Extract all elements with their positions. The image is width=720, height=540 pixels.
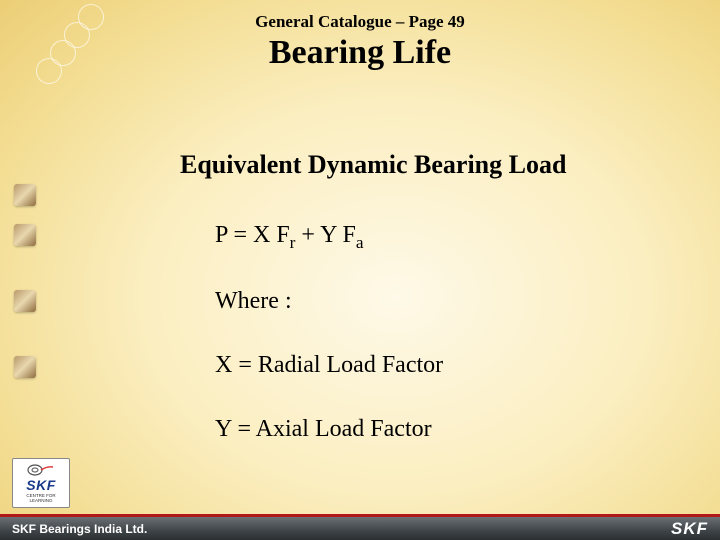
where-label: Where :	[215, 288, 292, 315]
badge-logo-text: SKF	[26, 477, 56, 493]
formula-text: P = X F	[215, 222, 290, 248]
bearing-icon	[27, 463, 55, 477]
skf-badge: SKF CENTRE FOR LEARNING	[12, 458, 70, 508]
bullet-square	[14, 184, 36, 206]
page-reference: General Catalogue – Page 49	[0, 12, 720, 32]
formula-line: P = X Fr + Y Fa	[215, 222, 364, 253]
footer-brand: SKF	[671, 519, 708, 539]
footer-company: SKF Bearings India Ltd.	[12, 522, 147, 536]
footer-bar: SKF Bearings India Ltd. SKF	[0, 514, 720, 540]
bullet-square	[14, 356, 36, 378]
formula-text: + Y F	[295, 222, 355, 248]
page-title: Bearing Life	[0, 34, 720, 72]
bullet-square	[14, 290, 36, 312]
slide: General Catalogue – Page 49 Bearing Life…	[0, 0, 720, 540]
formula-sub-a: a	[356, 233, 364, 252]
definition-x: X = Radial Load Factor	[215, 352, 443, 379]
definition-y: Y = Axial Load Factor	[215, 416, 432, 443]
badge-tagline: CENTRE FOR LEARNING	[26, 494, 55, 504]
section-heading: Equivalent Dynamic Bearing Load	[180, 150, 566, 180]
bullet-square	[14, 224, 36, 246]
